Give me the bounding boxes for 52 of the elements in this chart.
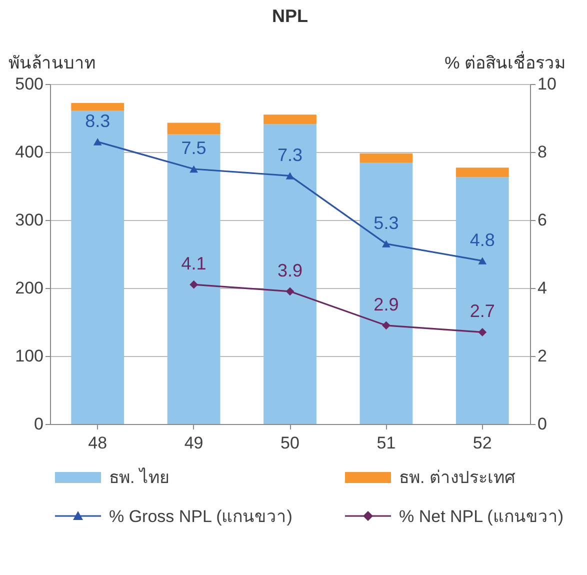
data-label: 7.3 xyxy=(277,144,303,165)
point xyxy=(190,280,198,289)
y-tick-label: 400 xyxy=(15,142,44,162)
y2-axis-title: % ต่อสินเชื่อรวม xyxy=(444,50,566,72)
bar xyxy=(360,153,413,163)
x-tick-label: 48 xyxy=(88,434,108,452)
bar xyxy=(71,103,124,111)
y-tick-label: 500 xyxy=(15,74,44,94)
bar xyxy=(456,177,509,424)
y-tick-label: 0 xyxy=(34,414,44,434)
point xyxy=(93,138,102,146)
point xyxy=(286,287,294,296)
y2-tick-label: 2 xyxy=(538,346,547,366)
point xyxy=(478,328,487,336)
legend-label: ธพ. ต่างประเทศ xyxy=(399,467,516,489)
point xyxy=(190,165,198,173)
data-label: 4.1 xyxy=(181,254,206,274)
data-label: 2.7 xyxy=(470,301,495,322)
legend-label: % Net NPL (แกนขวา) xyxy=(399,506,564,528)
bar xyxy=(264,124,316,424)
data-label: 8.3 xyxy=(85,110,110,131)
bar xyxy=(167,122,220,134)
x-tick-label: 50 xyxy=(280,434,300,452)
point xyxy=(382,240,390,248)
x-tick-label: 52 xyxy=(472,434,492,452)
y2-tick-label: 10 xyxy=(538,74,556,94)
point xyxy=(286,172,294,180)
bar xyxy=(264,114,316,124)
chart-title: NPL xyxy=(272,6,308,26)
y-tick-label: 100 xyxy=(15,346,44,366)
legend-label: ธพ. ไทย xyxy=(109,466,170,489)
y2-tick-label: 4 xyxy=(538,278,547,298)
bar xyxy=(167,134,220,424)
data-label: 5.3 xyxy=(374,212,399,233)
point xyxy=(382,321,390,330)
y2-tick-label: 0 xyxy=(538,414,547,434)
x-tick-label: 49 xyxy=(184,434,204,452)
point xyxy=(478,257,487,264)
data-label: 3.9 xyxy=(277,260,303,280)
data-label: 4.8 xyxy=(470,230,495,250)
y2-tick-label: 6 xyxy=(538,210,547,230)
bar xyxy=(71,110,124,424)
bar xyxy=(360,162,413,424)
x-tick-label: 51 xyxy=(376,434,396,452)
y-axis-title: พันล้านบาท xyxy=(8,54,96,72)
y2-tick-label: 8 xyxy=(538,142,547,162)
y-tick-label: 300 xyxy=(15,210,44,230)
data-label: 7.5 xyxy=(181,138,206,158)
data-label: 2.9 xyxy=(374,294,399,314)
bar xyxy=(456,168,509,178)
legend-label: % Gross NPL (แกนขวา) xyxy=(109,506,292,528)
y-tick-label: 200 xyxy=(15,278,44,298)
